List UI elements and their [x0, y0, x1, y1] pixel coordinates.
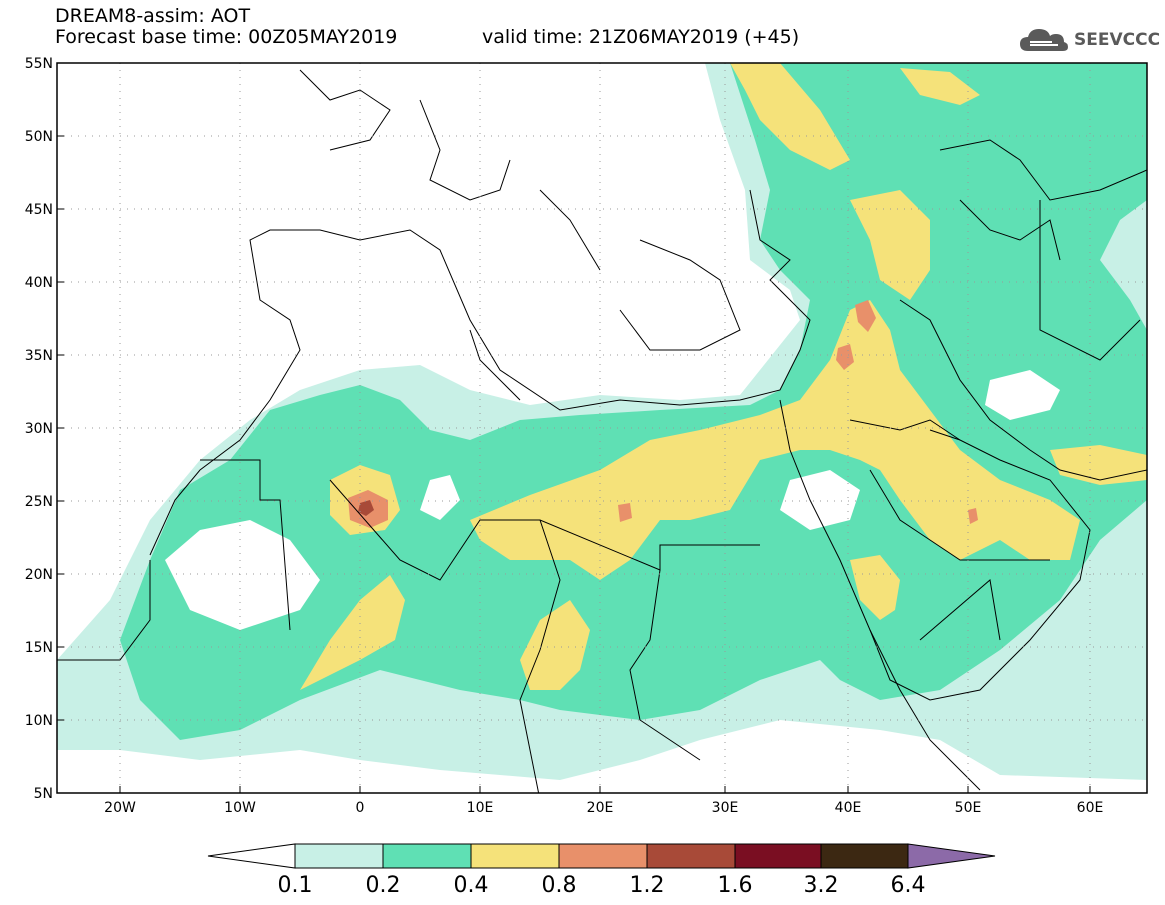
chart-title-block: DREAM8-assim: AOT Forecast base time: 00…: [55, 6, 397, 48]
lat-label: 20N: [25, 567, 53, 583]
colorbar: [207, 843, 996, 869]
lon-label: 10W: [224, 800, 256, 816]
latitude-labels: 55N 50N 45N 40N 35N 30N 25N 20N 15N 10N …: [25, 56, 53, 802]
colorbar-under-arrow: [207, 843, 296, 869]
colorbar-segment: [294, 843, 384, 869]
coastlines: [57, 69, 1147, 793]
chart-title: DREAM8-assim: AOT: [55, 5, 251, 27]
colorbar-segment: [734, 843, 822, 869]
lon-label: 20W: [104, 800, 136, 816]
colorbar-label: 0.1: [278, 873, 313, 898]
aot-field: [57, 63, 1147, 780]
colorbar-labels: 0.1 0.2 0.4 0.8 1.2 1.6 3.2 6.4: [278, 873, 926, 898]
lon-label: 20E: [587, 800, 614, 816]
aot-level-0.8: [348, 300, 978, 528]
lat-label: 15N: [25, 640, 53, 656]
colorbar-label: 6.4: [891, 873, 926, 898]
aot-level-1.2: [358, 500, 374, 516]
lat-label: 45N: [25, 202, 53, 218]
colorbar-segment: [470, 843, 560, 869]
lon-label: 60E: [1077, 800, 1104, 816]
lon-label: 30E: [712, 800, 739, 816]
lat-label: 30N: [25, 421, 53, 437]
valid-time-label: valid time: 21Z06MAY2019 (+45): [482, 26, 800, 48]
lon-label: 0: [356, 800, 365, 816]
colorbar-label: 0.2: [366, 873, 401, 898]
axis-ticks: [57, 62, 1091, 794]
lat-label: 5N: [34, 786, 53, 802]
colorbar-label: 1.6: [718, 873, 753, 898]
colorbar-label: 1.2: [630, 873, 665, 898]
base-time-label: Forecast base time: 00Z05MAY2019: [55, 26, 398, 48]
colorbar-label: 0.4: [454, 873, 489, 898]
colorbar-segment: [646, 843, 736, 869]
lat-label: 25N: [25, 494, 53, 510]
lat-label: 50N: [25, 129, 53, 145]
colorbar-segment: [820, 843, 909, 869]
lon-label: 40E: [835, 800, 862, 816]
colorbar-label: 0.8: [542, 873, 577, 898]
seevccc-logo: SEEVCCC: [1018, 22, 1160, 58]
colorbar-segment: [382, 843, 472, 869]
colorbar-segment: [558, 843, 648, 869]
aot-clear-areas: [165, 240, 1060, 630]
cloud-icon: [1020, 29, 1068, 51]
lon-label: 50E: [955, 800, 982, 816]
lat-label: 10N: [25, 713, 53, 729]
lat-label: 40N: [25, 275, 53, 291]
lat-label: 35N: [25, 348, 53, 364]
graticule: [57, 63, 1147, 793]
logo-text: SEEVCCC: [1074, 30, 1161, 50]
longitude-labels: 20W 10W 0 10E 20E 30E 40E 50E 60E: [104, 800, 1103, 816]
lon-label: 10E: [467, 800, 494, 816]
colorbar-over-arrow: [907, 843, 996, 869]
lat-label: 55N: [25, 56, 53, 72]
colorbar-label: 3.2: [804, 873, 839, 898]
